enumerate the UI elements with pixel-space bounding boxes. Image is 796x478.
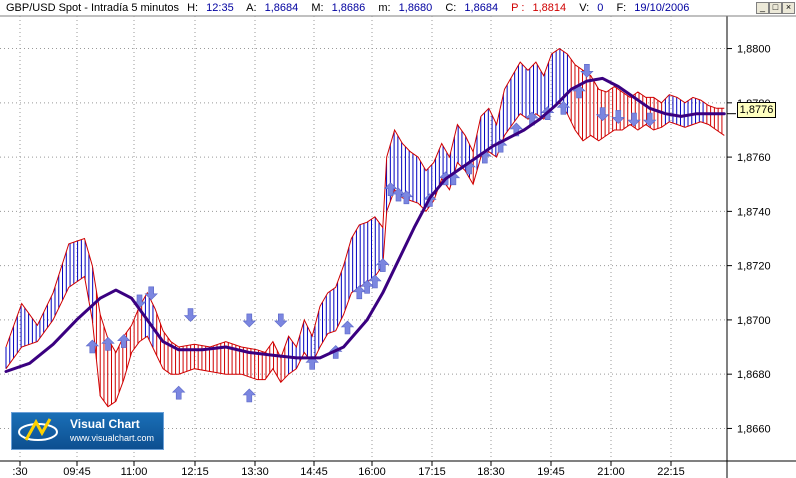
sell-arrow-icon [580,64,594,78]
buy-arrow-icon [376,258,390,272]
y-tick-label: 1,8680 [737,369,771,381]
upper-band-line [5,47,725,360]
x-tick-label: 18:30 [477,466,505,478]
logo-icon [18,418,58,441]
min-value: 1,8680 [398,2,433,14]
buy-arrow-icon [556,100,571,115]
lower-band-line [5,102,725,408]
c-label: C: [445,2,457,14]
x-tick-label: 19:45 [537,466,565,478]
a-label: A: [246,2,257,14]
x-tick-label: 11:00 [121,466,148,478]
v-label: V: [579,2,590,14]
sell-arrow-icon [611,110,626,124]
buy-arrow-icon [171,385,186,400]
buy-arrow-icon [305,355,319,370]
x-tick-label: 16:00 [358,466,386,478]
last-price-badge: 1,8776 [737,102,776,118]
buy-arrow-icon [340,320,355,335]
h-value: 12:35 [206,2,234,14]
x-tick-label: 21:00 [597,466,625,478]
a-value: 1,8684 [264,2,299,14]
sell-arrow-icon [144,286,158,301]
m-label: M: [311,2,324,14]
buy-arrow-icon [101,336,115,351]
x-tick-label: :30 [12,466,27,478]
y-tick-label: 1,8660 [737,423,771,435]
buy-arrow-icon [85,339,100,354]
sell-arrow-icon [242,313,257,328]
visual-chart-logo: Visual Chart www.visualchart.com [11,412,164,450]
buy-arrow-icon [399,190,414,205]
min-label: m: [378,2,391,14]
buy-arrow-icon [242,388,257,403]
minimize-button[interactable]: _ [756,2,769,14]
buy-arrow-icon [509,122,524,137]
f-value: 19/10/2006 [634,2,690,14]
y-tick-label: 1,8800 [737,44,771,56]
moving-average-line [4,76,726,373]
v-value: 0 [597,2,604,14]
y-tick-label: 1,8700 [737,315,771,327]
logo-name: Visual Chart [70,417,140,431]
quote-header: GBP/USD Spot - Intradía 5 minutos H: 12:… [6,1,699,15]
buy-arrow-icon [383,182,398,196]
y-tick-label: 1,8760 [737,152,771,164]
x-tick-label: 22:15 [657,466,685,478]
maximize-button[interactable]: □ [769,2,782,14]
sell-arrow-icon [642,112,657,127]
h-label: H: [187,2,199,14]
buy-arrow-icon [117,334,131,348]
x-tick-label: 12:15 [181,466,209,478]
x-tick-label: 13:30 [241,466,269,478]
logo-url: www.visualchart.com [70,433,155,443]
c-value: 1,8684 [464,2,499,14]
x-tick-label: 17:15 [418,466,446,478]
sell-arrow-icon [627,112,641,127]
p-label: P : [511,2,525,14]
f-label: F: [616,2,627,14]
sell-arrow-icon [595,107,610,122]
m-value: 1,8686 [331,2,366,14]
symbol-label: GBP/USD Spot - Intradía 5 minutos [6,2,180,14]
y-tick-label: 1,8720 [737,261,771,273]
close-button[interactable]: × [782,2,795,14]
buy-arrow-icon [368,274,382,289]
sell-arrow-icon [274,313,288,328]
x-tick-label: 09:45 [63,466,91,478]
x-tick-label: 14:45 [300,466,328,478]
y-tick-label: 1,8740 [737,206,771,218]
sell-arrow-icon [183,308,198,322]
p-value: 1,8814 [532,2,567,14]
